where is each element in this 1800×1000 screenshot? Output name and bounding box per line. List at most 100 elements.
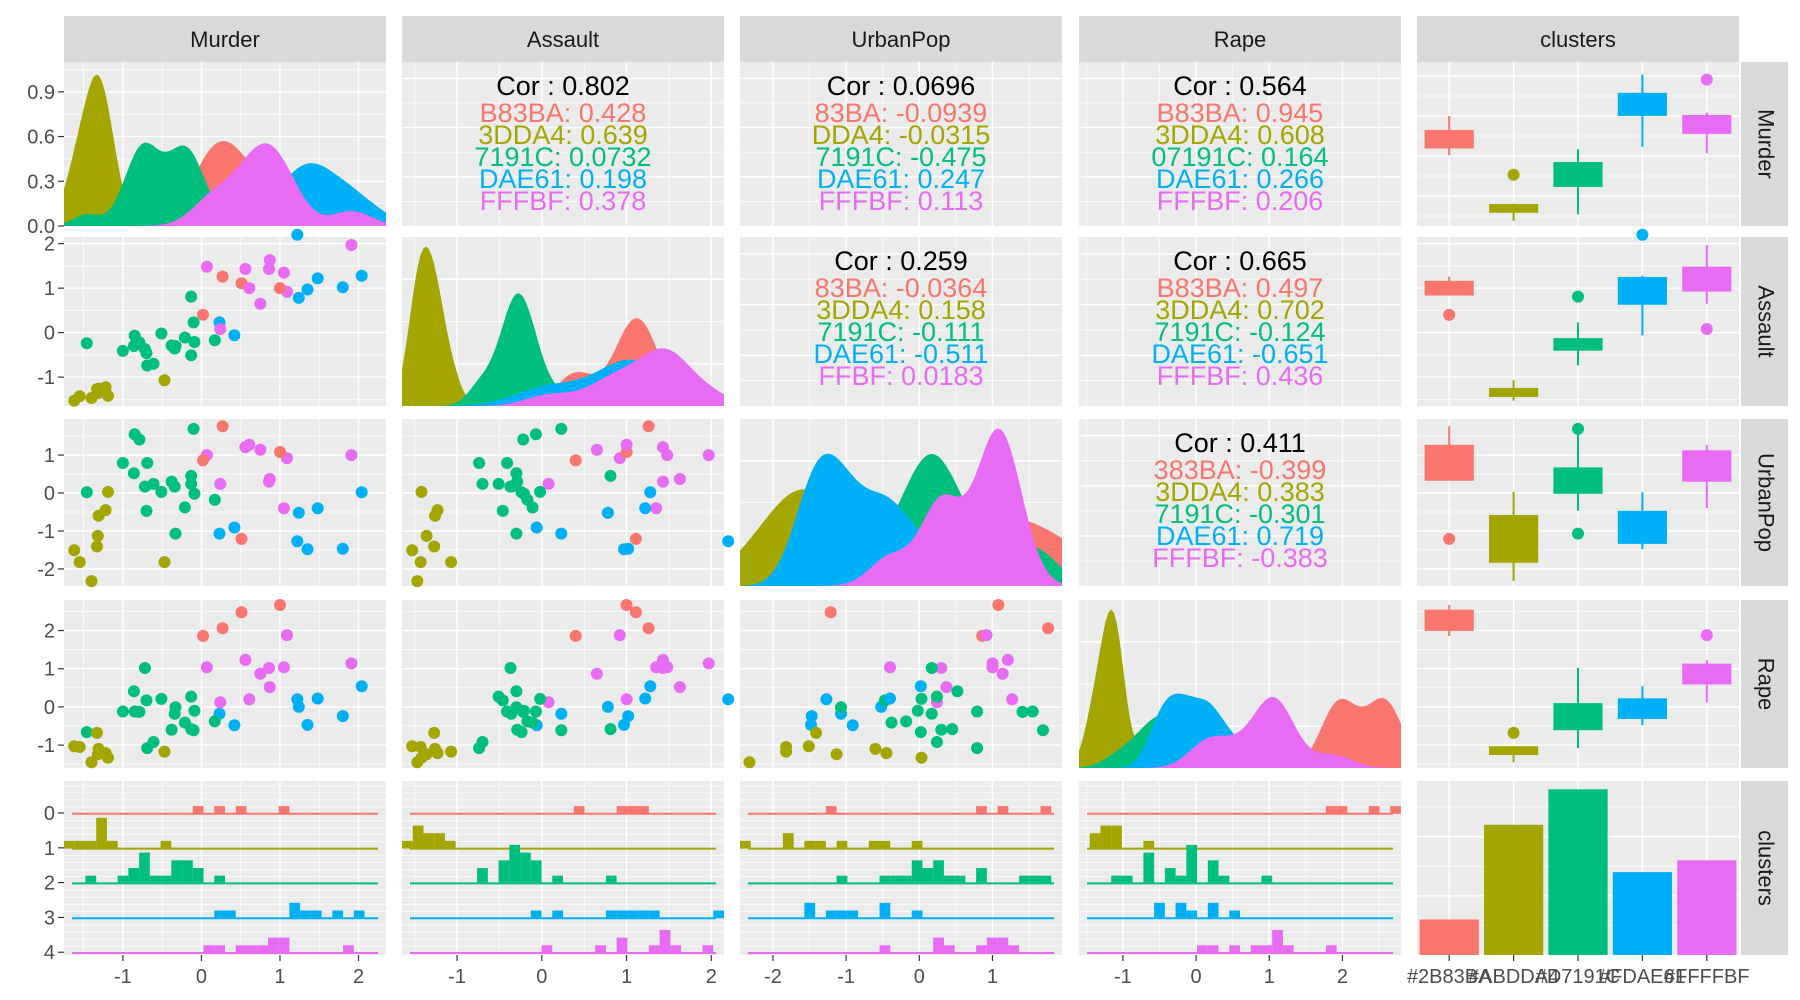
strip-label-urbanpop: UrbanPop xyxy=(1754,453,1779,552)
histogram-bar xyxy=(943,945,955,953)
scatter-point xyxy=(555,724,568,737)
histogram-bar xyxy=(976,945,987,953)
histogram-bar xyxy=(954,875,966,884)
scatter-point xyxy=(473,457,486,469)
strip-top xyxy=(1079,16,1401,62)
panel-background xyxy=(740,600,1062,768)
histogram-bar xyxy=(627,806,639,814)
x-tick-label: -1 xyxy=(837,966,855,988)
scatter-point xyxy=(200,661,213,674)
scatter-point xyxy=(274,282,286,295)
scatter-point xyxy=(940,681,953,694)
scatter-point xyxy=(805,710,818,723)
scatter-point xyxy=(555,707,568,720)
histogram-bar xyxy=(740,840,751,849)
histogram-bar xyxy=(1143,852,1155,884)
scatter-point xyxy=(291,228,304,241)
scatter-point xyxy=(869,742,882,755)
histogram-bar xyxy=(847,910,859,919)
scatter-point xyxy=(80,486,93,499)
correlation-cluster-2B83BA: 83BA: -0.0364 xyxy=(815,273,988,303)
histogram-bar xyxy=(530,860,542,884)
scatter-point xyxy=(492,477,505,490)
scatter-point xyxy=(291,535,304,548)
y-tick-label: 0.9 xyxy=(27,82,55,104)
scatter-point xyxy=(980,629,993,642)
scatter-point xyxy=(239,653,252,666)
histogram-bar xyxy=(648,910,660,919)
scatter-point xyxy=(639,692,652,705)
boxplot-outlier xyxy=(1700,323,1713,336)
scatter-point xyxy=(254,297,267,310)
scatter-point xyxy=(517,433,530,446)
boxplot-box xyxy=(1489,515,1539,563)
histogram-bar xyxy=(890,875,901,884)
scatter-point xyxy=(80,337,93,350)
scatter-point xyxy=(239,263,252,275)
scatter-point xyxy=(243,282,256,295)
y-tick-label: 1 xyxy=(44,659,55,681)
scatter-point xyxy=(197,308,209,321)
density-area-FFFFBF xyxy=(64,143,386,226)
scatter-point xyxy=(555,422,568,435)
scatter-point xyxy=(415,485,428,498)
scatter-point xyxy=(138,343,151,356)
histogram-bar xyxy=(943,875,955,884)
strip-top xyxy=(1417,16,1739,62)
histogram-bar xyxy=(1089,833,1101,849)
scatter-point xyxy=(620,438,633,451)
histogram-bar xyxy=(353,910,365,919)
histogram-bar xyxy=(911,860,923,884)
scatter-point xyxy=(510,685,523,698)
panel-background xyxy=(740,237,1062,406)
histogram-bar xyxy=(1040,806,1052,814)
scatter-point xyxy=(228,329,241,342)
scatter-point xyxy=(127,467,140,480)
scatter-point xyxy=(116,705,129,718)
scatter-point xyxy=(925,707,938,720)
y-tick-label: -1 xyxy=(37,367,55,389)
histogram-bar xyxy=(203,945,215,953)
histogram-bar xyxy=(1229,945,1240,953)
y-tick-label: -1 xyxy=(37,735,55,757)
scatter-point xyxy=(128,705,141,718)
scatter-point xyxy=(91,383,103,396)
y-tick-label: 1 xyxy=(44,445,55,467)
scatter-point xyxy=(263,263,275,275)
boxplot-box xyxy=(1617,276,1667,305)
histogram-bar xyxy=(267,937,279,953)
x-tick-label-cluster: #D7191C xyxy=(1536,966,1621,988)
x-tick-label: 1 xyxy=(1264,966,1275,988)
correlation-cluster-FDAE61: DAE61: 0.198 xyxy=(479,164,647,194)
scatter-point xyxy=(185,349,198,362)
boxplot-outlier xyxy=(1443,532,1456,545)
histogram-bar xyxy=(214,875,225,884)
scatter-point xyxy=(91,529,104,542)
scatter-point xyxy=(73,556,86,569)
scatter-point xyxy=(102,485,114,498)
histogram-bar xyxy=(659,929,671,953)
scatter-point xyxy=(534,692,547,705)
boxplot-box xyxy=(1682,663,1732,685)
scatter-point xyxy=(971,742,984,755)
x-tick-label: -1 xyxy=(1114,966,1132,988)
correlation-cluster-FDAE61: DAE61: -0.511 xyxy=(813,339,988,369)
scatter-point xyxy=(187,724,200,737)
correlation-cluster-FDAE61: DAE61: 0.247 xyxy=(817,164,985,194)
correlation-overall: Cor : 0.802 xyxy=(496,71,630,101)
scatter-point xyxy=(68,544,81,557)
x-tick-label: 0 xyxy=(536,966,547,988)
boxplot-box xyxy=(1553,162,1603,187)
histogram-bar xyxy=(879,875,891,884)
scatter-point xyxy=(951,685,964,698)
panel-background xyxy=(1079,237,1401,406)
boxplot-box xyxy=(1424,280,1474,296)
count-bar-D7191C xyxy=(1548,789,1608,955)
scatter-point xyxy=(301,283,314,296)
correlation-cluster-2B83BA: B83BA: 0.497 xyxy=(1157,273,1324,303)
scatter-point xyxy=(85,756,98,769)
scatter-point xyxy=(885,716,898,729)
scatter-point xyxy=(355,486,368,499)
scatter-point xyxy=(197,629,209,642)
